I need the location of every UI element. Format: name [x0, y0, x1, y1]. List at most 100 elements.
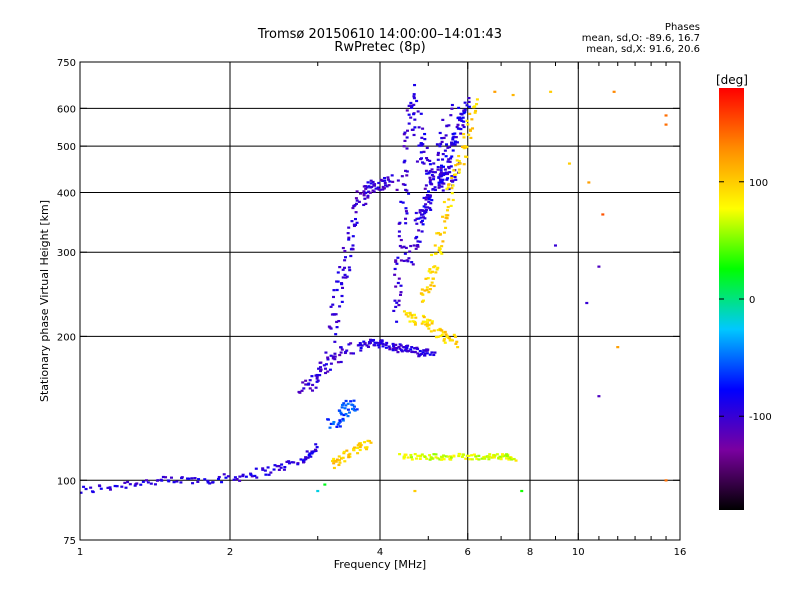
echo-point — [362, 191, 366, 194]
echo-point — [462, 109, 466, 112]
chart-subtitle: RwPretec (8p) — [334, 40, 426, 55]
echo-point — [427, 291, 431, 294]
echo-point — [405, 170, 409, 173]
echo-point — [339, 411, 343, 414]
echo-point — [419, 213, 423, 216]
echo-point — [353, 446, 357, 449]
echo-point — [456, 123, 460, 126]
echo-point — [82, 485, 86, 488]
echo-point — [301, 459, 305, 462]
echo-point — [351, 244, 355, 247]
echo-point — [402, 161, 406, 164]
echo-point — [443, 149, 447, 152]
echo-point — [442, 136, 446, 140]
echo-point — [350, 220, 354, 223]
echo-point — [349, 352, 353, 355]
echo-point — [447, 124, 451, 127]
echo-point — [348, 269, 352, 272]
echo-point — [395, 320, 399, 323]
echo-point — [241, 474, 245, 478]
echo-point — [307, 453, 311, 456]
echo-point — [126, 480, 130, 484]
echo-point — [407, 113, 411, 116]
echo-point — [465, 119, 469, 122]
echo-point — [366, 194, 370, 197]
echo-point — [394, 305, 398, 309]
echo-point — [438, 233, 442, 236]
echo-point — [469, 136, 473, 140]
phases-o-stats: mean, sd,O: -89.6, 16.7 — [581, 33, 700, 44]
echo-point — [359, 349, 363, 352]
echo-point — [446, 171, 450, 174]
echo-point — [439, 334, 443, 338]
echo-point — [410, 458, 414, 461]
echo-point — [475, 457, 479, 460]
echo-point — [488, 453, 492, 456]
echo-point — [465, 104, 469, 107]
echo-point — [326, 370, 330, 373]
echo-point — [451, 149, 455, 152]
echo-point — [484, 455, 488, 458]
echo-point — [429, 271, 433, 274]
echo-point — [445, 178, 449, 181]
echo-point — [343, 256, 347, 259]
echo-point — [253, 474, 257, 478]
axes: 1 2 4 6 8 10 16 75 100 200 300 400 500 600 750 — [57, 58, 686, 558]
echo-point — [196, 480, 200, 483]
echo-point — [99, 487, 103, 490]
echo-point — [434, 453, 438, 456]
echo-point — [372, 184, 376, 187]
echo-point — [336, 271, 340, 274]
echo-point — [504, 457, 508, 460]
echo-point — [400, 246, 404, 249]
echo-point — [337, 459, 341, 462]
echo-point — [191, 482, 195, 485]
echo-point — [427, 327, 431, 330]
echo-point — [398, 221, 402, 224]
echo-point — [450, 192, 454, 195]
echo-point — [405, 174, 409, 177]
echo-point — [428, 181, 432, 184]
echo-point — [414, 237, 418, 240]
echo-point — [423, 289, 427, 292]
echo-point — [441, 215, 445, 218]
echo-point — [364, 185, 368, 188]
echo-point — [336, 361, 340, 364]
echo-point — [447, 167, 451, 170]
echo-point — [397, 299, 401, 302]
echo-point — [442, 173, 446, 176]
echo-point — [421, 213, 425, 216]
echo-point — [597, 265, 601, 268]
echo-point — [421, 351, 425, 354]
echo-point — [333, 352, 337, 355]
echo-point — [342, 450, 346, 454]
echo-point — [412, 133, 416, 137]
echo-point — [304, 456, 308, 459]
echo-point — [416, 352, 420, 355]
echo-point — [335, 458, 339, 461]
echo-point — [442, 231, 446, 234]
echo-point — [445, 335, 449, 338]
echo-point — [343, 460, 347, 463]
x-tick-label: 1 — [77, 547, 83, 558]
echo-point — [347, 453, 351, 457]
echo-point — [467, 100, 471, 104]
echo-point — [416, 245, 420, 248]
echo-point — [394, 285, 398, 288]
echo-point — [470, 454, 474, 457]
echo-point — [410, 314, 414, 317]
echo-point — [429, 208, 433, 211]
y-tick-label: 750 — [57, 58, 76, 69]
echo-point — [408, 250, 412, 253]
echo-point — [341, 286, 345, 290]
echo-point — [425, 157, 429, 160]
echo-point — [406, 129, 410, 132]
echo-point — [473, 105, 477, 108]
phases-heading: Phases — [664, 22, 700, 33]
echo-point — [414, 316, 418, 319]
echo-point — [120, 485, 124, 488]
echo-point — [415, 222, 419, 225]
echo-point — [423, 352, 427, 355]
echo-point — [448, 171, 452, 174]
echo-point — [507, 458, 511, 461]
